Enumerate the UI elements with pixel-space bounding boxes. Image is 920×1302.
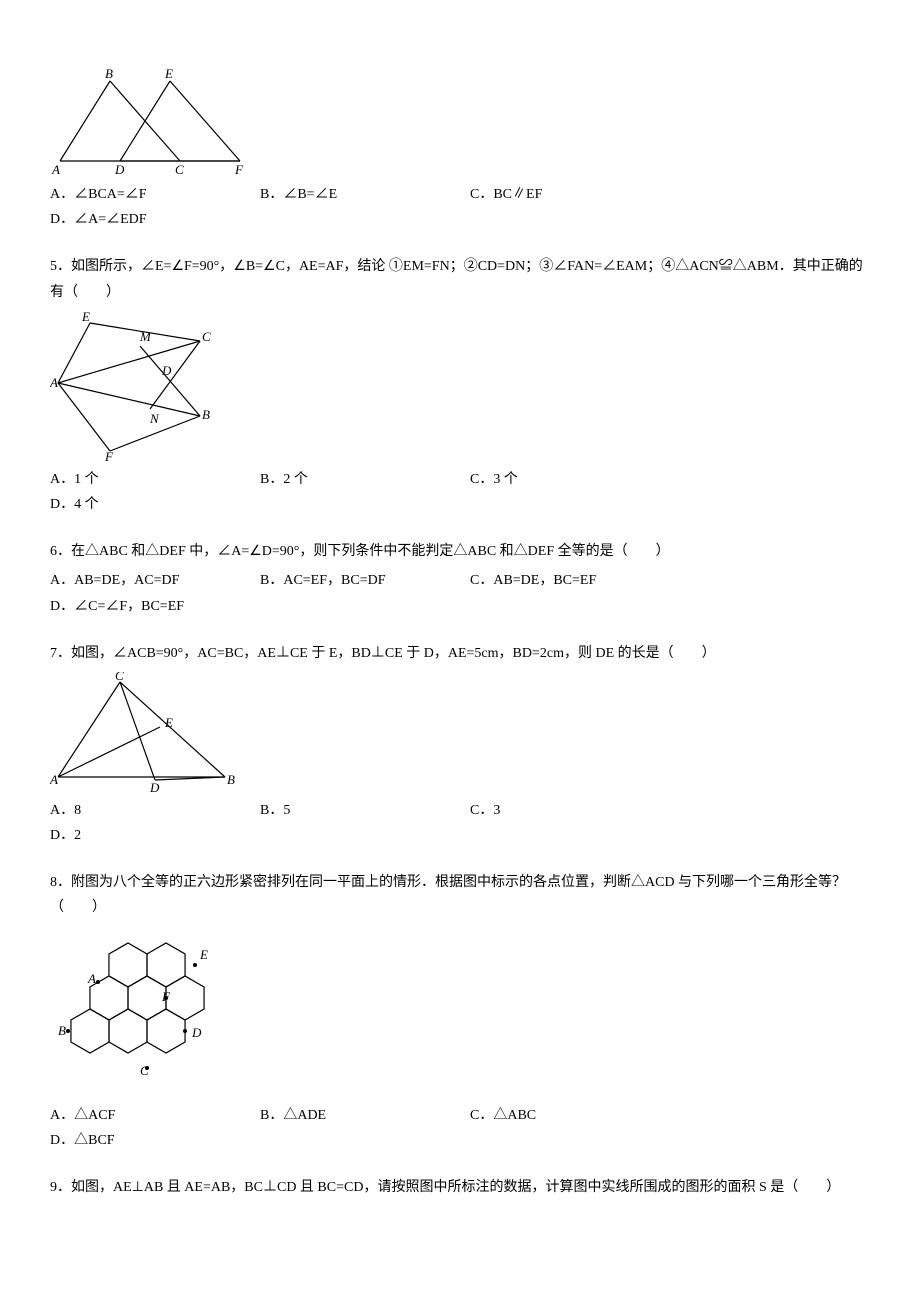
svg-text:A: A — [50, 772, 58, 787]
q7-text: 7．如图，∠ACB=90°，AC=BC，AE⊥CE 于 E，BD⊥CE 于 D，… — [50, 641, 870, 666]
question-4: A D C F B E A．∠BCA=∠F B．∠B=∠E C．BC∥EF D．∠A=∠E… — [50, 66, 870, 232]
svg-text:C: C — [140, 1063, 149, 1078]
q8-text: 8．附图为八个全等的正六边形紧密排列在同一平面上的情形．根据图中标示的各点位置，… — [50, 870, 870, 920]
q7-option-d: D．2 — [50, 823, 260, 848]
svg-text:D: D — [114, 162, 125, 176]
q7-option-a: A．8 — [50, 798, 260, 823]
q5-text: 5．如图所示，∠E=∠F=90°，∠B=∠C，AE=AF，结论 ①EM=FN；②… — [50, 254, 870, 304]
q6-option-c: C．AB=DE，BC=EF — [470, 568, 680, 593]
q8-option-b: B．△ADE — [260, 1103, 470, 1128]
q4-option-c: C．BC∥EF — [470, 182, 680, 207]
q7-options: A．8 B．5 C．3 D．2 — [50, 798, 870, 848]
q5-option-b: B．2 个 — [260, 467, 470, 492]
q8-option-d: D．△BCF — [50, 1128, 260, 1153]
q6-options: A．AB=DE，AC=DF B．AC=EF，BC=DF C．AB=DE，BC=E… — [50, 568, 870, 618]
svg-text:B: B — [58, 1023, 66, 1038]
question-7: 7．如图，∠ACB=90°，AC=BC，AE⊥CE 于 E，BD⊥CE 于 D，… — [50, 641, 870, 849]
svg-text:A: A — [50, 375, 58, 390]
svg-text:E: E — [81, 311, 90, 324]
question-9: 9．如图，AE⊥AB 且 AE=AB，BC⊥CD 且 BC=CD，请按照图中所标… — [50, 1175, 870, 1200]
svg-text:C: C — [175, 162, 184, 176]
svg-text:F: F — [104, 449, 114, 461]
question-6: 6．在△ABC 和△DEF 中，∠A=∠D=90°，则下列条件中不能判定△ABC… — [50, 539, 870, 619]
svg-text:E: E — [164, 66, 173, 81]
q8-option-c: C．△ABC — [470, 1103, 680, 1128]
svg-text:A: A — [51, 162, 60, 176]
question-5: 5．如图所示，∠E=∠F=90°，∠B=∠C，AE=AF，结论 ①EM=FN；②… — [50, 254, 870, 517]
svg-text:E: E — [199, 947, 208, 962]
svg-text:A: A — [87, 971, 96, 986]
q8-options: A．△ACF B．△ADE C．△ABC D．△BCF — [50, 1103, 870, 1153]
q5-option-a: A．1 个 — [50, 467, 260, 492]
svg-text:C: C — [202, 329, 211, 344]
svg-text:M: M — [139, 329, 152, 344]
q7-option-b: B．5 — [260, 798, 470, 823]
q5-option-d: D．4 个 — [50, 492, 260, 517]
q7-figure: A B C D E — [50, 672, 870, 792]
svg-text:C: C — [115, 672, 124, 683]
svg-text:B: B — [202, 407, 210, 422]
q8-figure: A B C D E F — [50, 927, 870, 1097]
q8-option-a: A．△ACF — [50, 1103, 260, 1128]
q5-option-c: C．3 个 — [470, 467, 680, 492]
svg-text:B: B — [227, 772, 235, 787]
q6-option-b: B．AC=EF，BC=DF — [260, 568, 470, 593]
svg-text:F: F — [161, 989, 171, 1004]
q5-options: A．1 个 B．2 个 C．3 个 D．4 个 — [50, 467, 870, 517]
q4-option-d: D．∠A=∠EDF — [50, 207, 260, 232]
q6-option-d: D．∠C=∠F，BC=EF — [50, 594, 260, 619]
q4-options: A．∠BCA=∠F B．∠B=∠E C．BC∥EF D．∠A=∠EDF — [50, 182, 870, 232]
q5-figure: A E C F B M N D — [50, 311, 870, 461]
q6-text: 6．在△ABC 和△DEF 中，∠A=∠D=90°，则下列条件中不能判定△ABC… — [50, 539, 870, 564]
q7-option-c: C．3 — [470, 798, 680, 823]
q6-option-a: A．AB=DE，AC=DF — [50, 568, 260, 593]
q9-text: 9．如图，AE⊥AB 且 AE=AB，BC⊥CD 且 BC=CD，请按照图中所标… — [50, 1175, 870, 1200]
q4-option-a: A．∠BCA=∠F — [50, 182, 260, 207]
svg-text:D: D — [149, 780, 160, 792]
question-8: 8．附图为八个全等的正六边形紧密排列在同一平面上的情形．根据图中标示的各点位置，… — [50, 870, 870, 1153]
svg-text:D: D — [191, 1025, 202, 1040]
svg-text:D: D — [161, 363, 172, 378]
svg-text:E: E — [164, 715, 173, 730]
q4-figure: A D C F B E — [50, 66, 870, 176]
svg-text:B: B — [105, 66, 113, 81]
svg-text:N: N — [149, 411, 160, 426]
q4-option-b: B．∠B=∠E — [260, 182, 470, 207]
svg-text:F: F — [234, 162, 244, 176]
